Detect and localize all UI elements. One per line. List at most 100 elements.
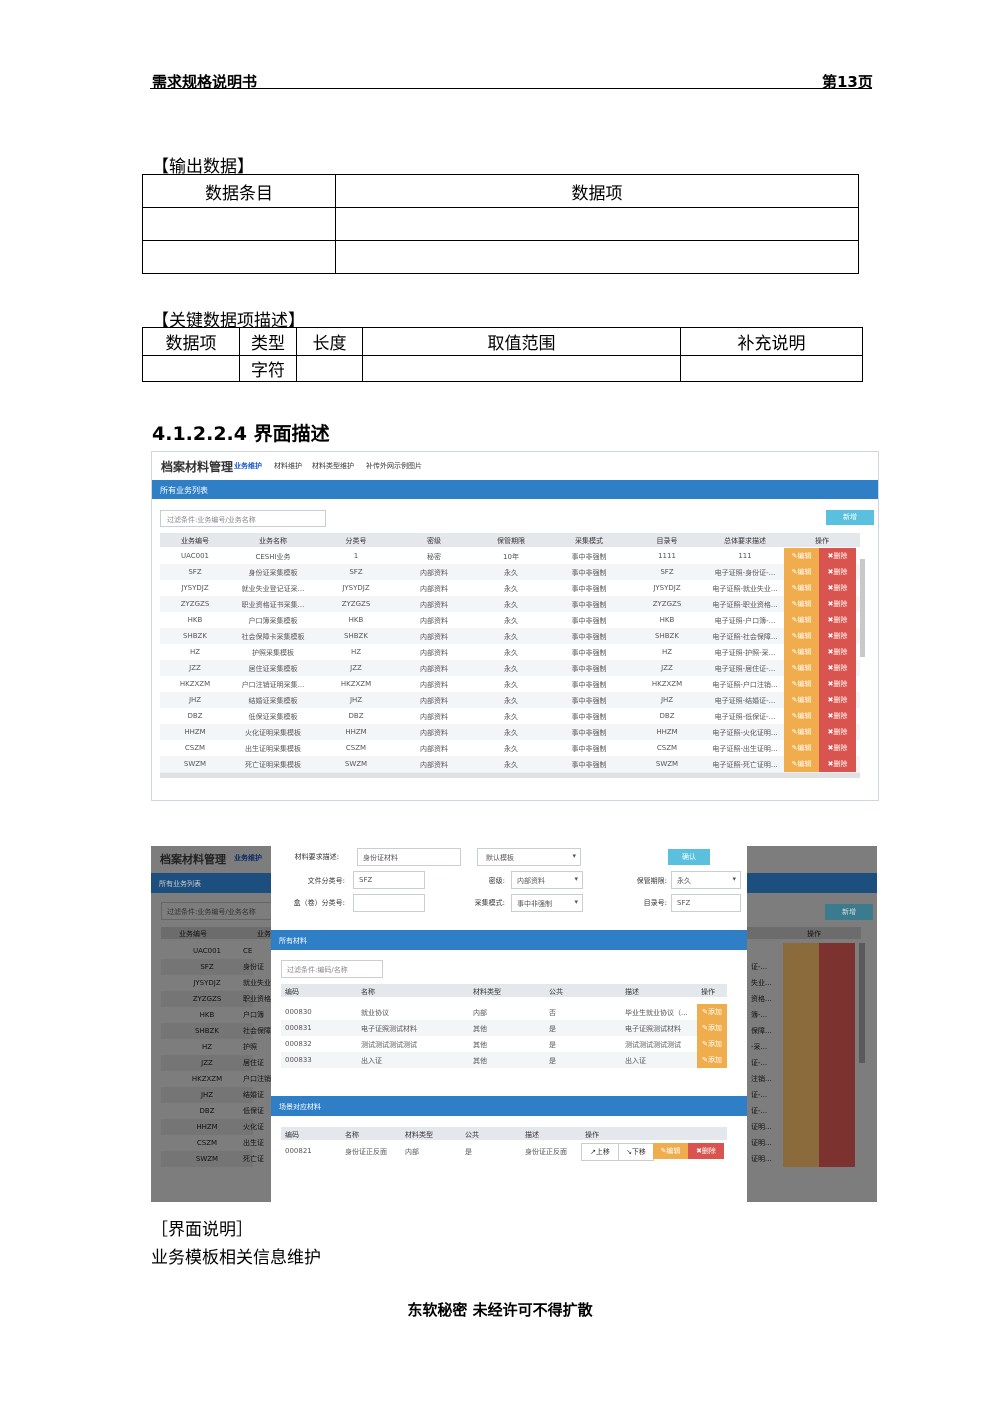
table-cell: 秘密 bbox=[427, 553, 441, 561]
delete-button[interactable]: ✖删除 bbox=[819, 596, 856, 612]
nav-business[interactable]: 业务维护 bbox=[234, 854, 262, 862]
bg-table-head-right: 操作 bbox=[747, 927, 861, 939]
delete-button[interactable]: ✖删除 bbox=[819, 628, 856, 644]
column-header[interactable]: 公共 bbox=[549, 988, 563, 996]
edit-button[interactable]: ✎编辑 bbox=[784, 740, 819, 756]
table-row: ZYZGZS 职业资格证书采集... ZYZGZS 内部资料 永久 事中非强制 ZYZGZS… bbox=[160, 596, 860, 613]
edit-button[interactable]: ✎编辑 bbox=[653, 1143, 688, 1159]
table-cell: HKZXZM bbox=[179, 680, 211, 688]
business-filter-input[interactable]: 过滤条件:业务编号/业务名称 bbox=[161, 902, 273, 920]
column-header[interactable]: 描述 bbox=[625, 988, 639, 996]
nav-upload-samples[interactable]: 补传外网示例图片 bbox=[366, 462, 422, 470]
column-header[interactable]: 目录号 bbox=[656, 537, 678, 545]
table-row: 000832 测试测试测试测试 其他 是 测试测试测试测试 ✎添加 bbox=[281, 1036, 727, 1052]
column-header[interactable]: 总体要求描述 bbox=[724, 537, 766, 545]
edit-button[interactable]: ✎编辑 bbox=[784, 612, 819, 628]
edit-button[interactable]: ✎编辑 bbox=[784, 692, 819, 708]
edit-button[interactable]: ✎编辑 bbox=[784, 756, 819, 772]
table-cell: JZZ bbox=[661, 664, 673, 672]
delete-button[interactable]: ✖删除 bbox=[819, 612, 856, 628]
period-select[interactable]: 永久 ▾ bbox=[671, 871, 741, 889]
delete-button[interactable]: ✖删除 bbox=[819, 676, 856, 692]
column-header[interactable]: 名称 bbox=[361, 988, 375, 996]
edit-button[interactable]: ✎编辑 bbox=[784, 660, 819, 676]
table-cell: 电子证照-居住证-... bbox=[714, 665, 776, 673]
edit-button[interactable]: ✎编辑 bbox=[784, 564, 819, 580]
edit-button[interactable]: ✎编辑 bbox=[784, 724, 819, 740]
column-header[interactable]: 公共 bbox=[465, 1131, 479, 1139]
edit-button[interactable]: ✎编辑 bbox=[784, 580, 819, 596]
business-filter-input[interactable]: 过滤条件:业务编号/业务名称 bbox=[160, 510, 326, 527]
column-header[interactable]: 分类号 bbox=[345, 537, 367, 545]
delete-button[interactable]: ✖删除 bbox=[819, 756, 856, 772]
column-header[interactable]: 保管期限 bbox=[497, 537, 525, 545]
table-cell: 电子证照-职业资格... bbox=[712, 601, 778, 609]
add-material-button[interactable]: ✎添加 bbox=[697, 1052, 727, 1068]
edit-button[interactable]: ✎编辑 bbox=[784, 644, 819, 660]
mode-select[interactable]: 事中非强制 ▾ bbox=[511, 894, 583, 912]
bg-delete-button bbox=[819, 1055, 855, 1071]
template-select[interactable]: 默认模板 ▾ bbox=[477, 848, 581, 866]
table-cell: 永久 bbox=[504, 681, 518, 689]
ui-note-title: ［界面说明］ bbox=[151, 1220, 253, 1240]
column-header[interactable]: 业务名称 bbox=[259, 537, 287, 545]
column-header[interactable]: 密级 bbox=[427, 537, 441, 545]
edit-button[interactable]: ✎编辑 bbox=[784, 708, 819, 724]
delete-button[interactable]: ✖删除 bbox=[819, 564, 856, 580]
delete-button[interactable]: ✖删除 bbox=[819, 580, 856, 596]
add-material-button[interactable]: ✎添加 bbox=[697, 1004, 727, 1020]
delete-button[interactable]: ✖删除 bbox=[819, 548, 856, 564]
move-up-button[interactable]: ↗上移 bbox=[581, 1143, 619, 1161]
add-material-button[interactable]: ✎添加 bbox=[697, 1036, 727, 1052]
table-scrollbar[interactable] bbox=[860, 559, 865, 657]
confirm-button[interactable]: 确认 bbox=[668, 849, 710, 865]
edit-button[interactable]: ✎编辑 bbox=[784, 676, 819, 692]
period-label: 保管期限: bbox=[636, 877, 667, 885]
table-cell: 永久 bbox=[504, 745, 518, 753]
edit-button[interactable]: ✎编辑 bbox=[784, 596, 819, 612]
delete-button[interactable]: ✖删除 bbox=[819, 660, 856, 676]
nav-material-type[interactable]: 材料类型维护 bbox=[312, 462, 354, 470]
desc-input[interactable]: 身份证材料 bbox=[357, 848, 461, 866]
table-cell: CESHI业务 bbox=[255, 553, 291, 561]
column-header[interactable]: 名称 bbox=[345, 1131, 359, 1139]
delete-button[interactable]: ✖删除 bbox=[819, 708, 856, 724]
nav-business[interactable]: 业务维护 bbox=[234, 462, 262, 470]
delete-button[interactable]: ✖删除 bbox=[819, 644, 856, 660]
table-cell: 电子证照-户口簿-... bbox=[714, 617, 776, 625]
catalog-input[interactable]: SFZ bbox=[671, 894, 741, 912]
delete-button[interactable]: ✖删除 bbox=[819, 692, 856, 708]
table-row: JYSYDJZ 就业失业登记证采... JYSYDJZ 内部资料 永久 事中非强制 JYSY… bbox=[160, 580, 860, 597]
delete-button[interactable]: ✖删除 bbox=[688, 1143, 724, 1159]
column-header[interactable]: 材料类型 bbox=[473, 988, 501, 996]
column-header[interactable]: 描述 bbox=[525, 1131, 539, 1139]
materials-filter-input[interactable]: 过滤条件:编码/名称 bbox=[281, 960, 383, 978]
all-materials-table: 编码 名称 材料类型 公共 描述 操作 000830 就业协议 内部 否 毕业生就业协议（... ✎添… bbox=[281, 984, 737, 1076]
table-cell: HHZM bbox=[184, 728, 206, 736]
table-cell: JHZ bbox=[188, 696, 202, 704]
bg-edit-button bbox=[783, 1007, 819, 1023]
column-header[interactable]: 操作 bbox=[701, 988, 715, 996]
add-button[interactable]: 新增 bbox=[825, 904, 873, 920]
secret-select[interactable]: 内部资料 ▾ bbox=[511, 871, 583, 889]
column-header[interactable]: 操作 bbox=[585, 1131, 599, 1139]
box-input[interactable] bbox=[353, 894, 425, 912]
horizontal-scrollbar[interactable] bbox=[160, 773, 860, 778]
column-header[interactable]: 编码 bbox=[285, 1131, 299, 1139]
edit-button[interactable]: ✎编辑 bbox=[784, 628, 819, 644]
column-header[interactable]: 编码 bbox=[285, 988, 299, 996]
bg-row-name: 结婚证 bbox=[243, 1091, 264, 1099]
column-header[interactable]: 操作 bbox=[815, 537, 829, 545]
delete-button[interactable]: ✖删除 bbox=[819, 724, 856, 740]
edit-button[interactable]: ✎编辑 bbox=[784, 548, 819, 564]
delete-button[interactable]: ✖删除 bbox=[819, 740, 856, 756]
column-header[interactable]: 材料类型 bbox=[405, 1131, 433, 1139]
add-button[interactable]: 新增 bbox=[826, 510, 874, 525]
move-down-button[interactable]: ↘下移 bbox=[618, 1143, 654, 1161]
column-header[interactable]: 业务编号 bbox=[181, 537, 209, 545]
filecls-input[interactable]: SFZ bbox=[353, 871, 425, 889]
column-header[interactable]: 采集模式 bbox=[575, 537, 603, 545]
add-material-button[interactable]: ✎添加 bbox=[697, 1020, 727, 1036]
nav-material[interactable]: 材料维护 bbox=[274, 462, 302, 470]
bg-row-code: SHBZK bbox=[161, 1023, 253, 1039]
